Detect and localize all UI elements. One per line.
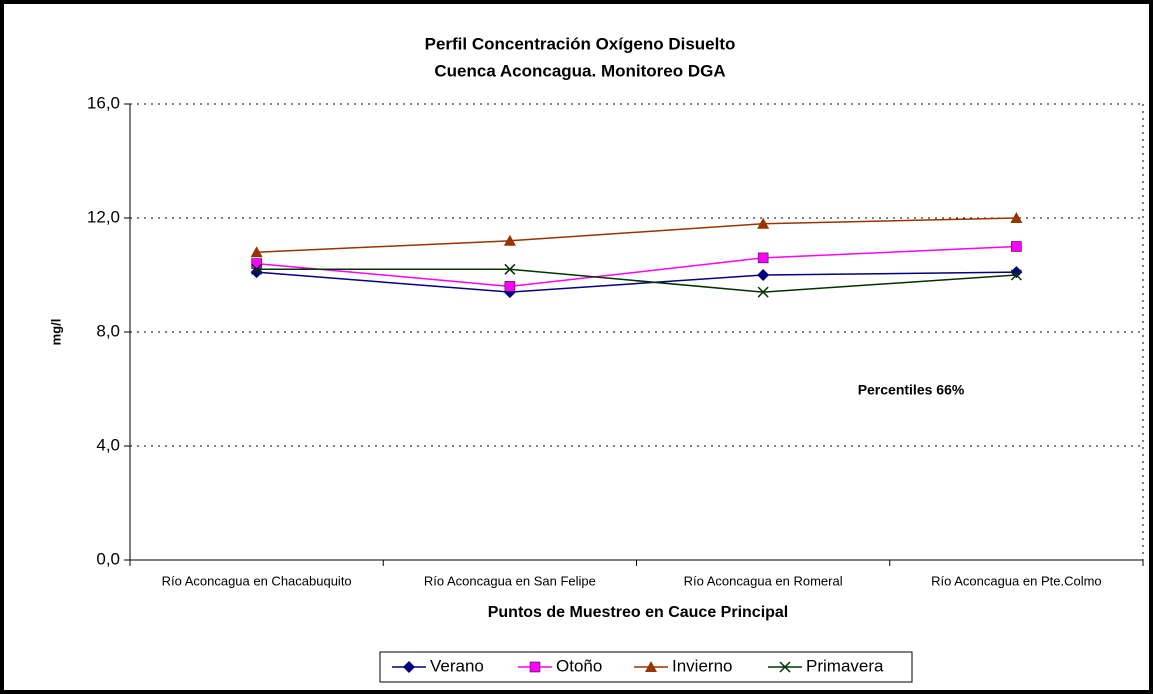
- y-tick-label: 0,0: [96, 549, 120, 568]
- point: [504, 281, 516, 292]
- legend-marker: [529, 661, 541, 673]
- y-axis-label: mg/l: [48, 319, 63, 346]
- point: [1010, 212, 1023, 223]
- chart-title: Perfil Concentración Oxígeno Disuelto: [425, 34, 736, 53]
- series-line: [256, 271, 1017, 293]
- series-line: [256, 245, 1017, 288]
- y-tick-label: 16,0: [87, 93, 120, 112]
- point: [757, 217, 770, 229]
- point: [250, 246, 263, 258]
- annotation: Percentiles 66%: [858, 382, 965, 398]
- legend-marker: [645, 661, 657, 672]
- x-tick-label: Río Aconcagua en Romeral: [684, 573, 843, 588]
- legend-marker: [779, 661, 791, 673]
- point: [757, 286, 769, 298]
- point: [757, 269, 770, 281]
- y-tick-label: 8,0: [96, 321, 120, 340]
- x-tick-label: Río Aconcagua en San Felipe: [424, 573, 596, 588]
- series-line: [256, 268, 1017, 293]
- chart-subtitle: Cuenca Aconcagua. Monitoreo DGA: [434, 61, 725, 80]
- point: [1011, 241, 1022, 252]
- point: [251, 263, 263, 275]
- series-line: [256, 217, 1017, 253]
- x-tick-label: Río Aconcagua en Pte.Colmo: [931, 573, 1102, 588]
- point: [251, 258, 262, 269]
- legend-marker: [403, 661, 415, 673]
- legend-label: Primavera: [806, 656, 884, 675]
- legend-label: Verano: [430, 656, 484, 675]
- point: [757, 252, 769, 264]
- point: [1010, 269, 1022, 281]
- y-tick-label: 12,0: [87, 207, 120, 226]
- y-tick-label: 4,0: [96, 435, 120, 454]
- point: [503, 234, 516, 246]
- legend-label: Invierno: [672, 656, 732, 675]
- x-axis-label: Puntos de Muestreo en Cauce Principal: [488, 604, 789, 621]
- x-tick-label: Río Aconcagua en Chacabuquito: [162, 573, 352, 588]
- point: [504, 263, 516, 275]
- legend-label: Otoño: [556, 656, 602, 675]
